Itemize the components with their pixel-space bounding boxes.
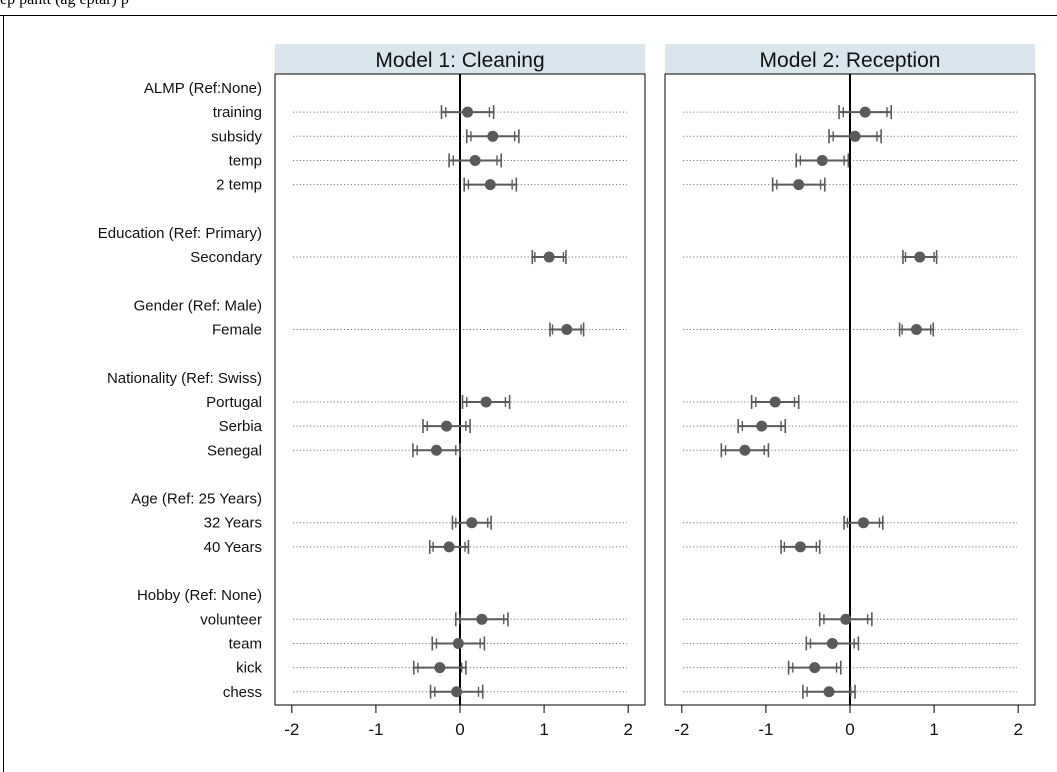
point-estimate xyxy=(840,613,852,625)
point-estimate xyxy=(430,444,442,456)
point-estimate xyxy=(823,686,835,698)
point-estimate xyxy=(443,541,455,553)
top-border-line xyxy=(0,15,1057,16)
x-tick-label: 0 xyxy=(845,720,854,739)
point-estimate xyxy=(809,662,821,674)
x-tick-label: -1 xyxy=(368,720,383,739)
group-label: Hobby (Ref: None) xyxy=(137,587,262,604)
x-tick-label: 1 xyxy=(929,720,938,739)
row-label: 32 Years xyxy=(204,515,262,532)
row-label: Female xyxy=(212,322,262,339)
x-tick-label: -2 xyxy=(284,720,299,739)
x-tick-label: 1 xyxy=(539,720,548,739)
point-estimate xyxy=(756,420,768,432)
point-estimate xyxy=(769,396,781,408)
point-estimate xyxy=(793,179,805,191)
group-label: ALMP (Ref:None) xyxy=(144,80,262,97)
row-label: temp xyxy=(229,152,262,169)
group-label: Age (Ref: 25 Years) xyxy=(131,491,262,508)
point-estimate xyxy=(441,420,453,432)
point-estimate xyxy=(739,444,751,456)
row-label: Serbia xyxy=(219,418,263,435)
point-estimate xyxy=(561,324,573,335)
row-label: Senegal xyxy=(207,442,262,459)
row-label: Portugal xyxy=(206,394,262,411)
point-estimate xyxy=(434,662,446,674)
cropped-caption-text: ep pantt (ag eptar) p xyxy=(0,0,129,9)
point-estimate xyxy=(476,613,488,625)
facet-title: Model 2: Reception xyxy=(760,49,941,72)
x-tick-label: 2 xyxy=(623,720,632,739)
point-estimate xyxy=(914,251,926,263)
point-estimate xyxy=(462,106,474,118)
facet-title: Model 1: Cleaning xyxy=(375,49,544,72)
point-estimate xyxy=(487,130,499,142)
group-label: Nationality (Ref: Swiss) xyxy=(107,370,262,387)
point-estimate xyxy=(826,637,838,649)
point-estimate xyxy=(484,179,496,191)
point-estimate xyxy=(857,517,869,529)
group-label: Gender (Ref: Male) xyxy=(134,297,262,314)
row-label: chess xyxy=(223,684,262,701)
point-estimate xyxy=(859,106,871,118)
x-tick-label: -1 xyxy=(758,720,773,739)
point-estimate xyxy=(452,637,464,649)
row-label: kick xyxy=(236,660,262,677)
row-label: subsidy xyxy=(211,128,262,145)
row-label: Secondary xyxy=(190,249,262,266)
row-label: volunteer xyxy=(200,611,262,628)
row-label: training xyxy=(213,104,262,121)
left-border-line xyxy=(3,15,4,772)
point-estimate xyxy=(816,154,828,166)
point-estimate xyxy=(910,324,922,335)
point-estimate xyxy=(451,686,463,698)
point-estimate xyxy=(469,154,481,166)
facet-header xyxy=(665,44,1035,74)
point-estimate xyxy=(543,251,555,263)
x-tick-label: 0 xyxy=(455,720,464,739)
group-label: Education (Ref: Primary) xyxy=(98,225,262,242)
row-label: 40 Years xyxy=(204,539,262,556)
facet-header xyxy=(275,44,645,74)
point-estimate xyxy=(794,541,806,553)
x-tick-label: -2 xyxy=(674,720,689,739)
row-label: 2 temp xyxy=(216,177,262,194)
point-estimate xyxy=(466,517,478,529)
row-label: team xyxy=(229,635,262,652)
point-estimate xyxy=(480,396,492,408)
x-tick-label: 2 xyxy=(1013,720,1022,739)
point-estimate xyxy=(849,130,861,142)
